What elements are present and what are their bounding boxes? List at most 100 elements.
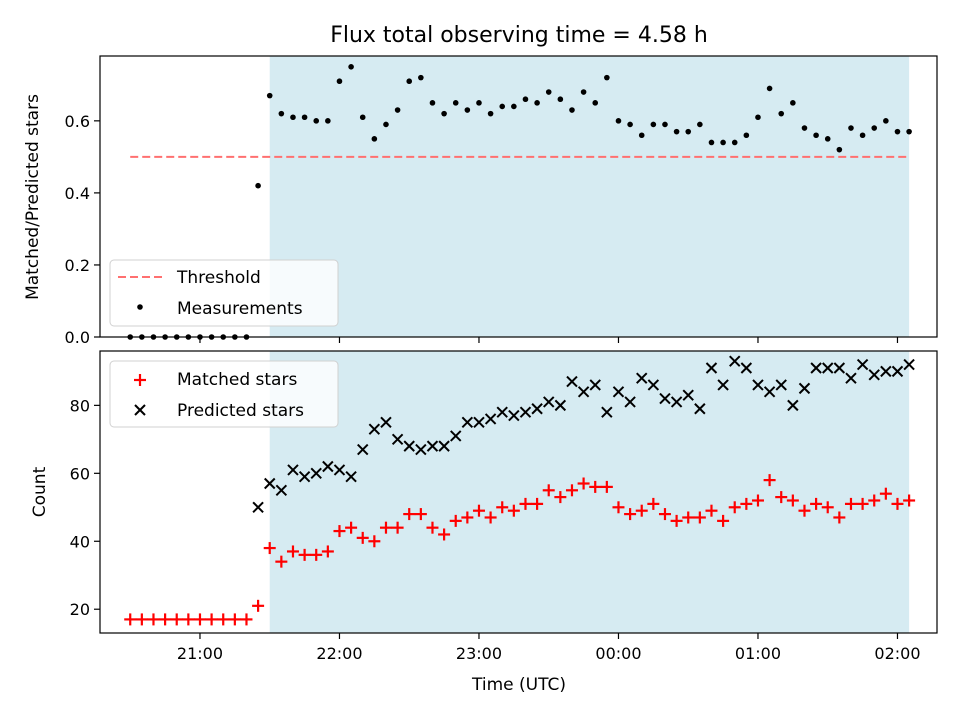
predicted-stars-point: [822, 362, 834, 374]
predicted-stars-point: [577, 386, 590, 398]
predicted-stars-point: [298, 471, 311, 483]
matched-stars-point: [472, 504, 485, 517]
predicted-stars-point: [391, 433, 404, 446]
measurement-point: [766, 85, 773, 92]
matched-stars-point: [798, 504, 811, 517]
matched-stars-point: [879, 487, 892, 500]
predicted-stars-point: [287, 464, 299, 476]
matched-stars-point: [751, 494, 764, 507]
predicted-stars-point: [543, 396, 555, 408]
matched-stars-point: [542, 484, 555, 497]
matched-stars-point: [449, 514, 462, 527]
matched-stars-point: [193, 613, 206, 626]
measurement-point: [662, 121, 668, 128]
measurement-point: [708, 139, 715, 146]
measurement-point: [429, 100, 436, 106]
measurement-point: [731, 139, 738, 146]
predicted-stars-point: [729, 355, 741, 367]
matched-stars-point: [356, 531, 369, 544]
predicted-stars-point: [519, 406, 532, 418]
measurement-point: [755, 114, 761, 121]
measurement-point: [313, 118, 320, 124]
predicted-stars-point: [763, 386, 776, 398]
matched-stars-point: [240, 613, 253, 626]
predicted-stars-point: [636, 372, 648, 384]
measurement-point: [383, 121, 389, 128]
predicted-stars-point: [357, 443, 369, 456]
predicted-stars-point: [694, 403, 706, 415]
matched-stars-point: [635, 504, 648, 517]
matched-stars-point: [868, 494, 881, 507]
matched-stars-point: [217, 613, 230, 626]
measurement-point: [476, 100, 482, 106]
predicted-stars-point: [810, 362, 822, 374]
x-tick-label: 00:00: [595, 644, 641, 663]
matched-stars-point: [740, 497, 753, 510]
predicted-stars-point: [787, 399, 799, 412]
predicted-stars-point: [252, 501, 264, 513]
predicted-stars-point: [496, 406, 508, 418]
legend-measurements-label: Measurements: [177, 299, 303, 319]
matched-stars-point: [647, 497, 660, 510]
measurement-point: [290, 114, 296, 121]
legend-measurements-swatch: [137, 304, 143, 310]
measurement-point: [394, 107, 401, 113]
measurement-point: [336, 78, 343, 85]
matched-stars-point: [333, 525, 346, 538]
y-tick-label: 20: [70, 600, 90, 619]
matched-stars-point: [298, 548, 311, 561]
y-tick-label: 0.6: [65, 112, 90, 131]
predicted-stars-point: [310, 467, 322, 480]
measurement-point: [615, 118, 622, 124]
measurement-point: [499, 103, 506, 110]
predicted-stars-point: [554, 399, 567, 412]
measurement-point: [464, 107, 471, 113]
predicted-stars-point: [566, 375, 578, 388]
y-tick-label: 60: [70, 464, 90, 483]
y-tick-label: 0.0: [65, 328, 90, 347]
measurement-point: [638, 132, 645, 139]
measurement-point: [418, 74, 424, 81]
measurement-point: [522, 96, 529, 103]
matched-stars-point: [321, 545, 334, 558]
matched-stars-point: [170, 613, 183, 626]
matched-stars-point: [833, 511, 846, 524]
matched-stars-point: [519, 497, 532, 510]
predicted-stars-point: [322, 460, 334, 473]
predicted-stars-point: [345, 471, 357, 483]
predicted-stars-point: [438, 440, 450, 452]
matched-stars-point: [705, 504, 718, 517]
predicted-stars-point: [333, 464, 346, 476]
measurement-point: [697, 121, 703, 128]
matched-stars-point: [205, 613, 218, 626]
measurement-point: [801, 125, 808, 131]
predicted-stars-point: [473, 416, 485, 429]
matched-stars-point: [589, 480, 602, 493]
matched-stars-point: [496, 501, 509, 514]
matched-stars-point: [682, 511, 695, 524]
legend-matched-swatch: [134, 374, 146, 386]
matched-stars-point: [577, 477, 590, 490]
measurement-point: [650, 121, 657, 128]
predicted-stars-point: [659, 392, 671, 405]
matched-stars-point: [252, 599, 265, 612]
ratio-panel: 0.0 0.2 0.4 0.6: [65, 55, 938, 347]
y-tick-label: 0.4: [65, 184, 90, 203]
matched-stars-point: [368, 535, 381, 548]
predicted-stars-point: [380, 416, 392, 429]
matched-stars-point: [379, 521, 392, 534]
measurement-point: [278, 110, 285, 117]
predicted-stars-point: [752, 379, 764, 391]
measurement-point: [266, 92, 273, 99]
measurement-point: [301, 114, 308, 121]
predicted-stars-point: [601, 406, 613, 418]
predicted-stars-point: [484, 413, 497, 425]
bottom-legend-box: [109, 360, 339, 428]
matched-stars-point: [565, 484, 578, 497]
predicted-stars-point: [450, 430, 462, 442]
count-panel: 20 40 60 80 21:00 22:00 23:00 00:00 01:00 02:00: [70, 350, 938, 663]
predicted-stars-point: [624, 396, 636, 408]
measurement-point: [580, 89, 587, 95]
matched-stars-point: [182, 613, 195, 626]
measurement-point: [255, 182, 261, 189]
